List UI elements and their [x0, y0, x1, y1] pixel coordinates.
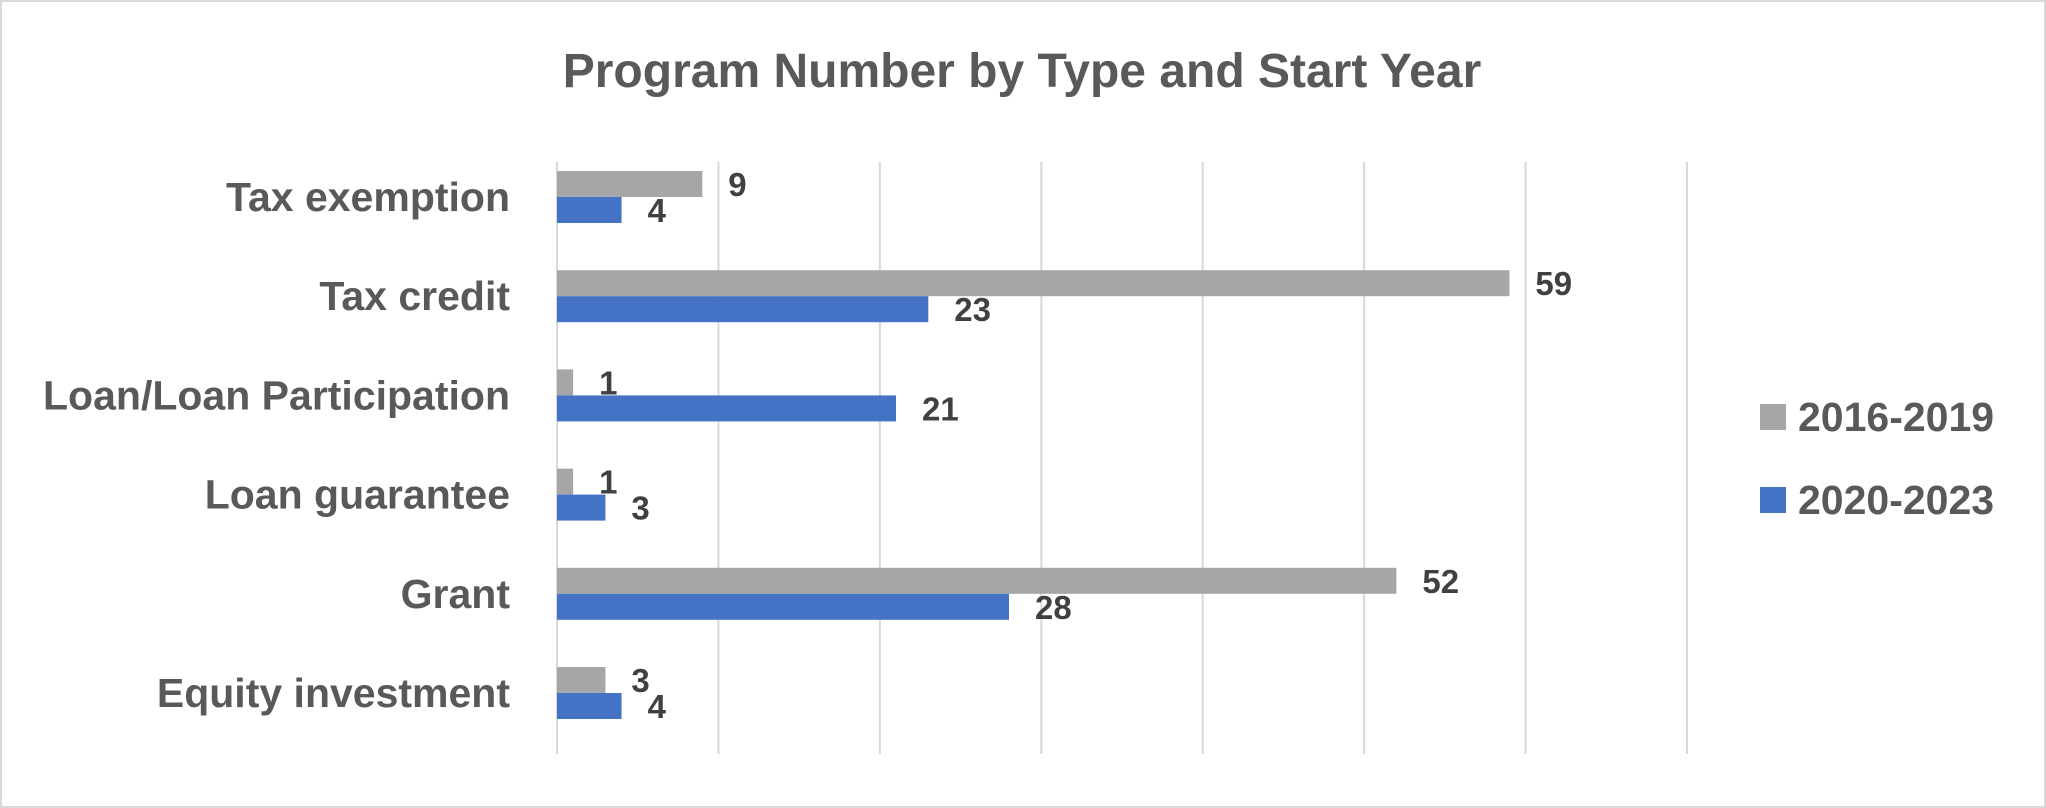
chart-title: Program Number by Type and Start Year: [563, 45, 1482, 98]
legend-swatch-2016-2019: [1760, 404, 1786, 430]
bar-2020-2023-loan-guarantee: [557, 494, 606, 521]
data-label-2020-2023-loan-loan-participation: 21: [922, 390, 959, 427]
legend-swatch-2020-2023: [1760, 487, 1786, 513]
category-label-loan-loan-participation: Loan/Loan Participation: [43, 372, 510, 418]
data-label-2020-2023-loan-guarantee: 3: [631, 490, 649, 527]
data-label-2016-2019-equity-investment: 3: [631, 662, 649, 699]
gridlines: [556, 162, 1688, 754]
data-label-2016-2019-tax-credit: 59: [1535, 265, 1572, 302]
bar-2020-2023-tax-credit: [557, 296, 929, 323]
data-label-2016-2019-loan-guarantee: 1: [599, 464, 617, 501]
bar-2016-2019-equity-investment: [557, 667, 606, 693]
data-label-2020-2023-grant: 28: [1035, 589, 1072, 626]
category-label-tax-credit: Tax credit: [319, 273, 510, 319]
category-label-tax-exemption: Tax exemption: [226, 174, 510, 220]
category-label-equity-investment: Equity investment: [157, 670, 510, 716]
legend: 2016-2019 2020-2023: [1760, 394, 1994, 523]
bar-2020-2023-equity-investment: [557, 693, 622, 719]
bar-2016-2019-tax-credit: [557, 270, 1510, 297]
data-label-2020-2023-tax-credit: 23: [954, 291, 991, 328]
bar-2016-2019-loan-guarantee: [557, 468, 574, 495]
bar-2020-2023-grant: [557, 593, 1009, 620]
data-label-2016-2019-tax-exemption: 9: [728, 166, 746, 203]
bar-2020-2023-tax-exemption: [557, 197, 622, 223]
legend-label-2016-2019: 2016-2019: [1798, 394, 1994, 440]
data-label-2016-2019-loan-loan-participation: 1: [599, 364, 617, 401]
bar-2016-2019-loan-loan-participation: [557, 369, 574, 396]
category-axis-labels: Tax exemption Tax credit Loan/Loan Partici…: [43, 174, 510, 716]
data-label-2016-2019-grant: 52: [1422, 563, 1459, 600]
category-label-grant: Grant: [401, 571, 511, 617]
bar-2020-2023-loan-loan-participation: [557, 395, 896, 422]
bar-2016-2019-grant: [557, 567, 1397, 594]
bars: [557, 171, 1510, 719]
category-label-loan-guarantee: Loan guarantee: [205, 472, 510, 518]
bar-2016-2019-tax-exemption: [557, 171, 703, 197]
data-label-2020-2023-tax-exemption: 4: [648, 192, 667, 229]
data-label-2020-2023-equity-investment: 4: [648, 688, 667, 725]
legend-label-2020-2023: 2020-2023: [1798, 477, 1994, 523]
